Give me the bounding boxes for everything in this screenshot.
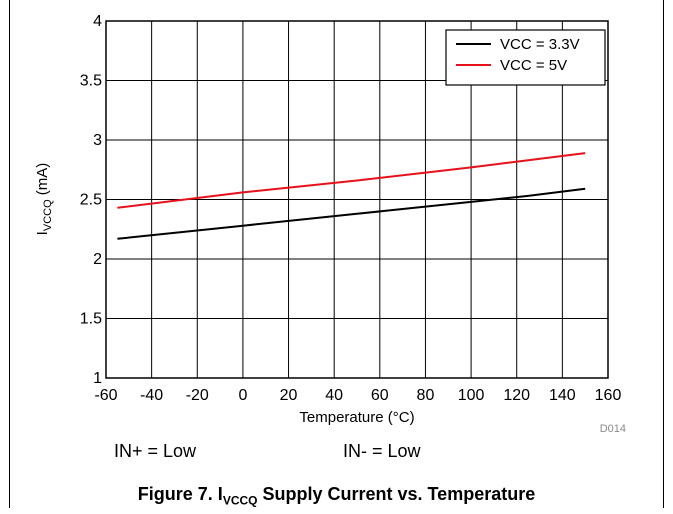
legend-box (445, 29, 606, 86)
frame-left-border (9, 0, 10, 508)
legend: VCC = 3.3V VCC = 5V (445, 29, 606, 86)
plot-border (105, 20, 609, 379)
y-tick-labels: 1 1.5 2 2.5 3 3.5 4 (80, 13, 102, 387)
x-tick-label: 0 (238, 387, 247, 404)
x-tick-label: -60 (94, 387, 117, 404)
y-tick-label: 1 (93, 370, 102, 387)
y-tick-label: 3 (93, 132, 102, 149)
x-tick-label: -40 (140, 387, 163, 404)
x-tick-label: 20 (280, 387, 298, 404)
x-tick-label: 100 (458, 387, 485, 404)
x-tick-label: 160 (595, 387, 622, 404)
figure-code: D014 (600, 423, 626, 435)
legend-label-vcc-3v3: VCC = 3.3V (500, 36, 580, 53)
y-tick-label: 2.5 (80, 192, 102, 209)
x-tick-label: 40 (325, 387, 343, 404)
x-axis-title: Temperature (°C) (299, 409, 414, 426)
condition-in-plus: IN+ = Low (114, 441, 197, 461)
legend-label-vcc-5v: VCC = 5V (500, 57, 567, 74)
series-line-vcc-3v3 (117, 187, 586, 240)
x-tick-label: -20 (186, 387, 209, 404)
x-tick-label: 80 (417, 387, 435, 404)
y-tick-label: 3.5 (80, 73, 102, 90)
series-line-vcc-5v (117, 152, 586, 209)
series-lines (117, 152, 586, 240)
y-tick-label: 4 (93, 13, 102, 30)
x-tick-label: 120 (503, 387, 530, 404)
y-axis-title: IVCCQ (mA) (34, 163, 54, 236)
y-tick-label: 2 (93, 251, 102, 268)
figure-caption: Figure 7. IVCCQ Supply Current vs. Tempe… (137, 484, 536, 508)
x-tick-label: 60 (371, 387, 389, 404)
chart: -60 -40 -20 0 20 40 60 80 100 120 140 160 1 1.5 2 2.5 3… (34, 13, 626, 435)
y-tick-label: 1.5 (80, 311, 102, 328)
x-tick-label: 140 (549, 387, 576, 404)
frame-right-border (663, 0, 664, 508)
condition-in-minus: IN- = Low (343, 441, 421, 461)
x-tick-labels: -60 -40 -20 0 20 40 60 80 100 120 140 160 (94, 387, 621, 404)
